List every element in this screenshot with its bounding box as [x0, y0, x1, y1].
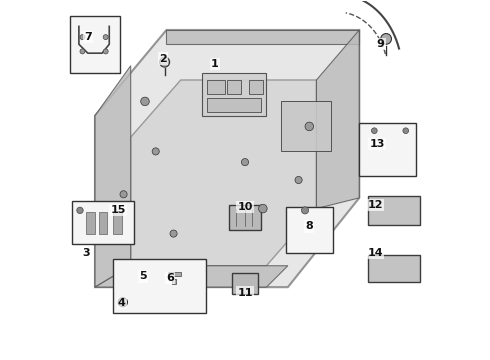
Polygon shape [292, 216, 325, 246]
Polygon shape [202, 73, 267, 116]
Polygon shape [317, 30, 359, 208]
Text: 3: 3 [82, 248, 90, 258]
Bar [98, 212, 107, 234]
Circle shape [301, 207, 309, 214]
Polygon shape [367, 127, 411, 152]
Text: 13: 13 [369, 139, 385, 149]
Circle shape [80, 35, 85, 40]
Circle shape [160, 57, 170, 67]
Circle shape [141, 97, 149, 106]
Text: 15: 15 [111, 205, 126, 215]
Bar [207, 80, 225, 94]
Text: 7: 7 [84, 32, 92, 42]
Bar [113, 212, 122, 234]
Polygon shape [95, 30, 359, 287]
Circle shape [77, 207, 83, 213]
Text: 1: 1 [211, 59, 219, 69]
Polygon shape [368, 255, 420, 282]
FancyBboxPatch shape [286, 207, 333, 253]
Text: 9: 9 [377, 39, 385, 49]
Polygon shape [229, 205, 261, 230]
Text: 11: 11 [237, 288, 253, 297]
Text: 14: 14 [368, 248, 383, 258]
Text: 2: 2 [159, 54, 167, 64]
Polygon shape [167, 30, 359, 44]
Text: 10: 10 [237, 202, 253, 212]
Circle shape [305, 122, 314, 131]
Polygon shape [95, 66, 131, 287]
Polygon shape [95, 266, 288, 287]
Polygon shape [281, 102, 331, 152]
FancyBboxPatch shape [113, 259, 206, 313]
Circle shape [242, 158, 248, 166]
Circle shape [403, 128, 409, 134]
Polygon shape [131, 80, 317, 266]
FancyBboxPatch shape [72, 202, 134, 244]
Bar [86, 212, 95, 234]
FancyBboxPatch shape [70, 16, 120, 73]
Text: 4: 4 [118, 298, 126, 308]
Circle shape [80, 49, 85, 54]
Text: 5: 5 [139, 271, 147, 282]
Bar [168, 272, 181, 276]
Text: 6: 6 [166, 273, 174, 283]
Bar [227, 80, 242, 94]
Circle shape [103, 49, 108, 54]
Bar [172, 279, 176, 284]
Circle shape [118, 297, 127, 307]
Circle shape [170, 230, 177, 237]
FancyBboxPatch shape [359, 123, 416, 176]
Circle shape [371, 128, 377, 134]
Circle shape [381, 33, 392, 44]
Circle shape [120, 191, 127, 198]
Bar [207, 98, 261, 112]
Text: 8: 8 [305, 221, 313, 231]
Polygon shape [232, 273, 258, 294]
Circle shape [152, 148, 159, 155]
Circle shape [103, 35, 108, 40]
Text: 12: 12 [368, 200, 383, 210]
Circle shape [259, 204, 267, 213]
Polygon shape [77, 207, 127, 237]
Bar [248, 80, 263, 94]
Circle shape [295, 176, 302, 184]
Polygon shape [368, 196, 420, 225]
Polygon shape [119, 273, 161, 306]
